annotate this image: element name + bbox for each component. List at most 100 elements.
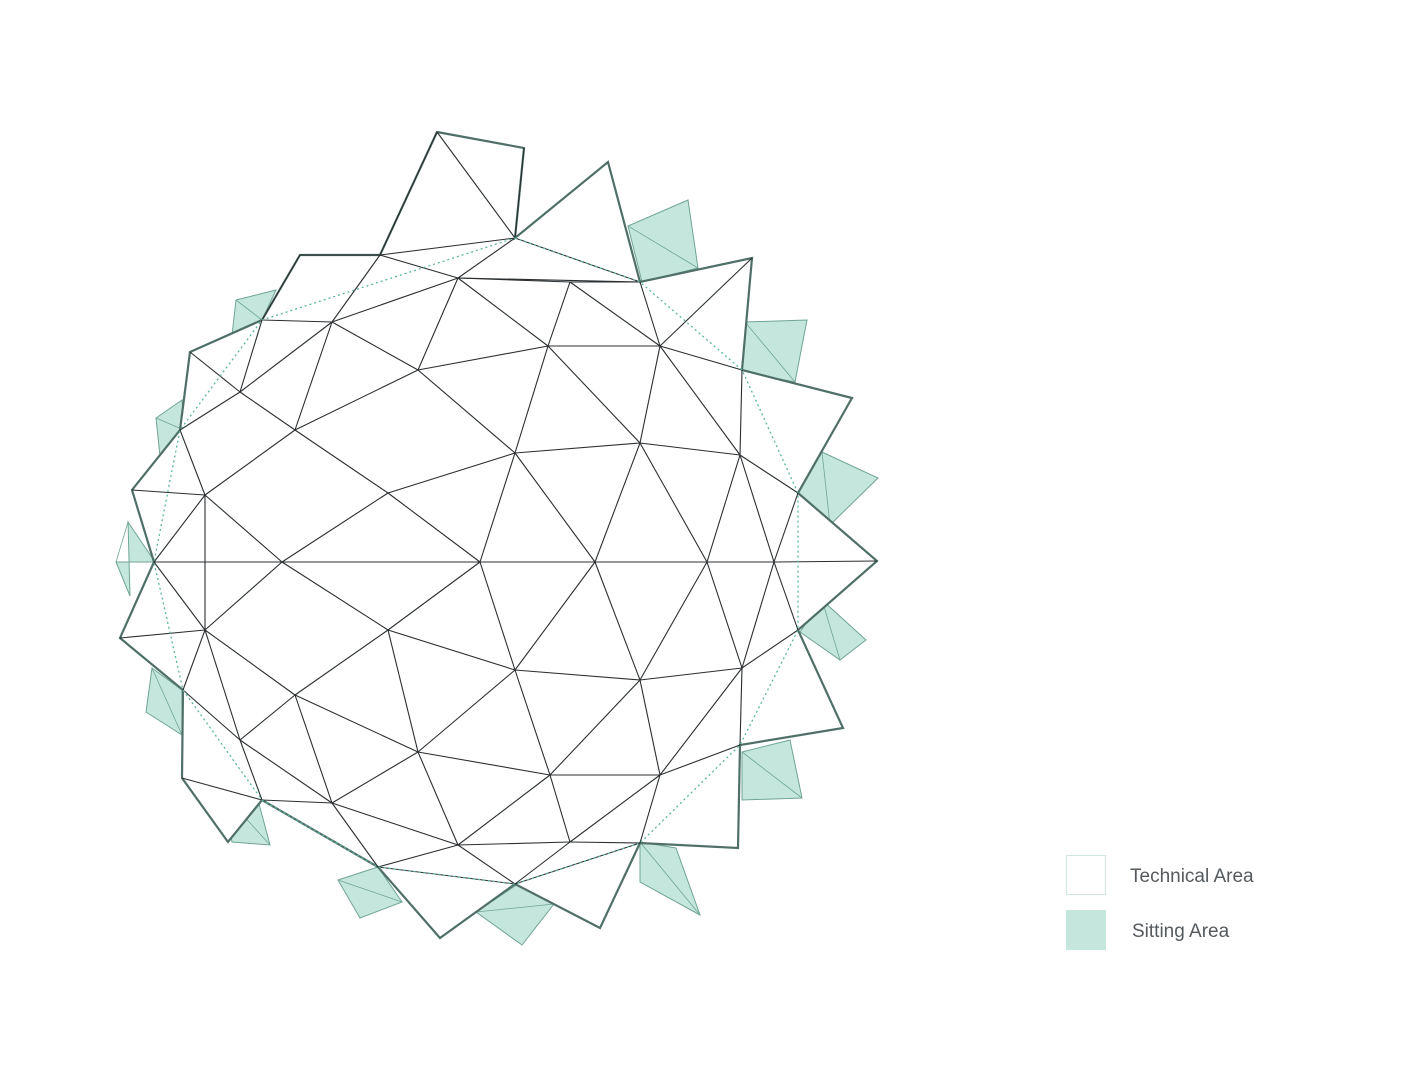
grid-edge-52	[514, 452, 596, 563]
sitting-fold-line-10	[151, 667, 183, 736]
grid-edge-1	[436, 131, 516, 239]
grid-edge-8	[457, 237, 516, 279]
technical-area-boundary	[118, 130, 879, 940]
grid-edge-102	[261, 799, 333, 804]
grid-edge-72	[514, 561, 596, 671]
grid-edge-96	[417, 751, 551, 776]
grid-edge-41	[739, 454, 799, 494]
grid-edge-24	[239, 319, 263, 393]
grid-edge-77	[741, 629, 799, 669]
sitting-fold-line-6	[639, 841, 701, 916]
grid-edge-69	[281, 561, 389, 631]
grid-edge-14	[331, 277, 459, 323]
grid-edge-79	[514, 669, 641, 681]
grid-edge-57	[773, 492, 799, 563]
grid-edge-3	[514, 147, 525, 239]
grid-edge-88	[387, 629, 419, 753]
grid-edge-106	[549, 774, 571, 843]
grid-edge-98	[181, 777, 263, 801]
grid-edge-47	[387, 452, 516, 494]
grid-edge-87	[294, 694, 419, 753]
grid-edge-40	[639, 442, 741, 456]
grid-edge-21	[659, 257, 753, 347]
grid-edge-97	[239, 739, 263, 801]
grid-edge-23	[189, 351, 241, 393]
grid-edge-7	[379, 254, 459, 279]
grid-edge-109	[639, 774, 661, 844]
grid-edge-105	[457, 774, 551, 846]
grid-edge-49	[281, 492, 389, 563]
sitting-fold-line-5	[741, 751, 803, 799]
sitting-fold-line-3	[821, 451, 831, 526]
grid-edge-27	[417, 277, 459, 371]
grid-edge-117	[377, 866, 516, 885]
grid-edge-101	[331, 751, 419, 804]
grid-edge-50	[387, 492, 481, 563]
sitting-fold-line-13	[235, 299, 263, 321]
grid-edge-25	[239, 321, 333, 393]
grid-edge-6	[261, 254, 301, 321]
grid-edge-67	[119, 629, 206, 639]
grid-edge-114	[457, 844, 516, 885]
grid-edge-113	[377, 844, 459, 868]
grid-edge-86	[239, 694, 296, 741]
grid-edge-71	[479, 561, 516, 671]
grid-edge-82	[294, 629, 389, 696]
grid-edge-48	[204, 494, 283, 563]
grid-edge-103	[417, 751, 459, 846]
grid-edge-108	[457, 841, 571, 846]
grid-edge-13	[331, 254, 381, 323]
grid-edge-32	[294, 369, 419, 431]
grid-edge-93	[659, 667, 743, 776]
grid-edge-56	[739, 454, 775, 563]
grid-edge-22	[659, 345, 743, 371]
sitting-area-swatch	[1066, 910, 1106, 950]
geodesic-grid	[119, 131, 878, 885]
grid-edge-78	[387, 629, 516, 671]
grid-edge-2	[379, 131, 438, 256]
grid-edge-94	[739, 667, 743, 746]
technical-area-label: Technical Area	[1130, 866, 1254, 887]
grid-edge-38	[659, 345, 741, 456]
grid-edge-110	[659, 744, 741, 776]
sitting-fold-line-11	[115, 521, 129, 563]
grid-edge-18	[569, 281, 661, 347]
grid-edge-26	[331, 321, 419, 371]
grid-edge-115	[514, 841, 571, 885]
grid-edge-31	[294, 321, 333, 431]
grid-edge-89	[417, 669, 516, 753]
grid-edge-91	[549, 679, 641, 776]
grid-edge-81	[204, 629, 296, 696]
grid-edge-17	[547, 281, 571, 347]
sitting-fold-line-2	[744, 321, 796, 383]
sitting-fold-line-7	[475, 903, 555, 913]
sitting-fold-line-1	[627, 225, 699, 269]
grid-edge-19	[639, 281, 661, 347]
grid-edge-62	[773, 561, 799, 631]
grid-edge-53	[594, 442, 641, 563]
grid-edge-85	[204, 629, 241, 741]
grid-edge-73	[594, 561, 641, 681]
grid-edge-30	[239, 391, 296, 431]
grid-edge-112	[331, 802, 379, 868]
grid-edge-55	[706, 454, 741, 563]
grid-edge-37	[514, 442, 641, 454]
grid-edge-5	[379, 237, 516, 256]
grid-edge-28	[417, 345, 549, 371]
grid-edge-76	[741, 561, 775, 669]
grid-edge-39	[739, 369, 743, 456]
grid-edge-51	[479, 452, 516, 563]
grid-edge-43	[204, 429, 296, 496]
sitting-fold-line-8	[337, 879, 403, 903]
grid-edge-33	[417, 369, 516, 454]
grid-edge-46	[294, 429, 389, 494]
sitting-area-label: Sitting Area	[1132, 921, 1230, 942]
grid-edge-100	[294, 694, 333, 804]
grid-edge-36	[639, 345, 661, 444]
grid-edge-34	[514, 345, 549, 454]
grid-edge-92	[639, 679, 661, 776]
sitting-area-triangle-1	[627, 199, 699, 283]
grid-edge-66	[153, 561, 206, 631]
grid-edge-11	[457, 277, 571, 283]
